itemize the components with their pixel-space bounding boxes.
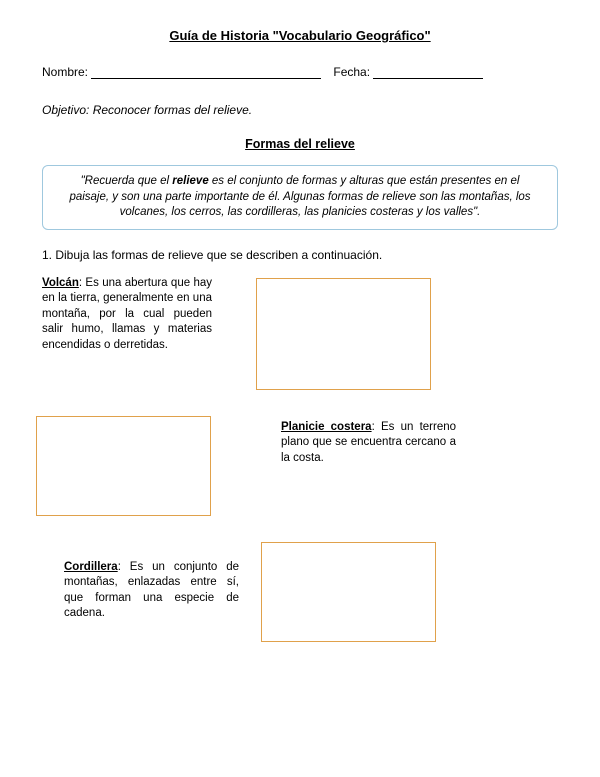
item-text: Planicie costera: Es un terreno plano qu… [281, 420, 456, 516]
name-label: Nombre: [42, 65, 91, 79]
item-cordillera: Cordillera: Es un conjunto de montañas, … [42, 542, 558, 642]
term-sep: : [372, 421, 381, 433]
term-cordillera: Cordillera [64, 561, 118, 573]
item-text: Volcán: Es una abertura que hay en la ti… [42, 276, 212, 390]
term-planicie: Planicie costera [281, 421, 372, 433]
objective-text: Objetivo: Reconocer formas del relieve. [42, 103, 558, 117]
item-volcan: Volcán: Es una abertura que hay en la ti… [42, 276, 558, 390]
info-pre: "Recuerda que el [81, 175, 173, 187]
draw-box-planicie[interactable] [36, 416, 211, 516]
item-planicie: Planicie costera: Es un terreno plano qu… [42, 416, 558, 516]
draw-box-cordillera[interactable] [261, 542, 436, 642]
term-volcan: Volcán [42, 277, 79, 289]
draw-box-volcan[interactable] [256, 278, 431, 390]
date-label: Fecha: [333, 65, 373, 79]
info-strong: relieve [172, 175, 208, 187]
item-text: Cordillera: Es un conjunto de montañas, … [64, 560, 239, 642]
name-date-row: Nombre: Fecha: [42, 65, 558, 79]
instruction-text: 1. Dibuja las formas de relieve que se d… [42, 248, 558, 262]
info-box: "Recuerda que el relieve es el conjunto … [42, 165, 558, 230]
date-blank-line[interactable] [373, 65, 483, 79]
name-blank-line[interactable] [91, 65, 321, 79]
page-title: Guía de Historia "Vocabulario Geográfico… [42, 28, 558, 43]
term-sep: : [118, 561, 130, 573]
section-subtitle: Formas del relieve [42, 137, 558, 151]
